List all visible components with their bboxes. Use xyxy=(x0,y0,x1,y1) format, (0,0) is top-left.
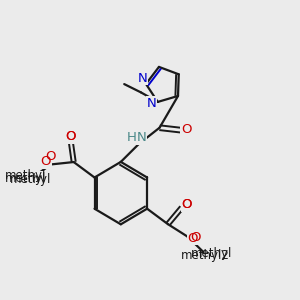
Text: O: O xyxy=(41,155,51,168)
Text: H: H xyxy=(127,131,137,144)
Text: O: O xyxy=(66,130,76,143)
Text: methyl2: methyl2 xyxy=(182,249,230,262)
Text: methyl: methyl xyxy=(10,173,51,186)
Text: N: N xyxy=(146,97,156,110)
Text: O: O xyxy=(190,231,201,244)
Text: O: O xyxy=(66,130,76,143)
Text: methyl: methyl xyxy=(4,169,46,182)
Text: O: O xyxy=(188,232,198,244)
Text: methyl: methyl xyxy=(5,172,47,185)
Text: O: O xyxy=(45,150,56,163)
Text: N: N xyxy=(138,71,147,85)
Text: methyl: methyl xyxy=(191,247,232,260)
Text: N: N xyxy=(137,131,146,144)
Text: O: O xyxy=(182,198,192,211)
Text: O: O xyxy=(182,198,192,211)
Text: O: O xyxy=(181,123,191,136)
